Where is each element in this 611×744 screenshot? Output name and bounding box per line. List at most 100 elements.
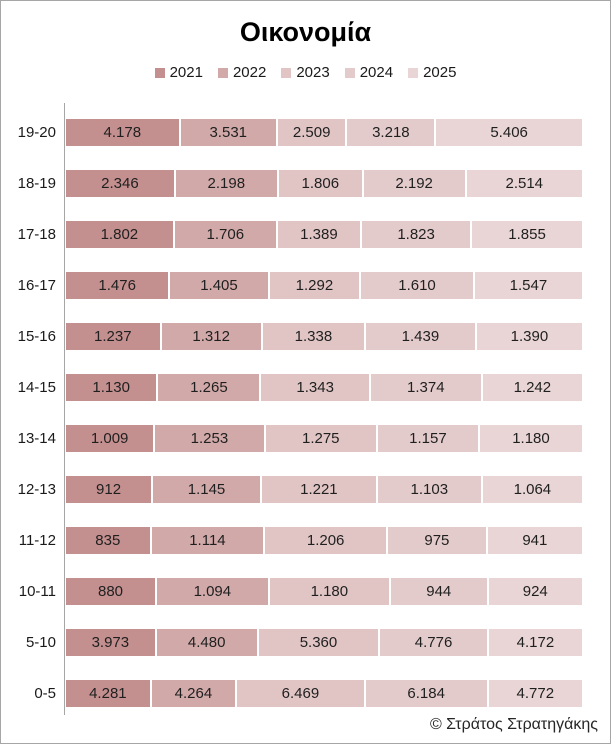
value-label: 1.405 [200, 277, 238, 294]
bar-segment-2022-19-20: 3.531 [180, 119, 276, 146]
bar-segment-2023-14-15: 1.343 [261, 374, 369, 401]
value-label: 1.802 [100, 226, 139, 243]
legend-label: 2024 [359, 64, 394, 81]
bar-segment-2024-17-18: 1.823 [362, 221, 471, 248]
value-label: 912 [96, 481, 122, 498]
value-label: 835 [95, 532, 121, 549]
bar-track: 3.973 4.480 5.360 4.776 4.172 [66, 629, 582, 656]
value-label: 1.009 [90, 430, 129, 447]
bar-segment-2021-0-5: 4.281 [66, 680, 150, 707]
bar-track: 1.237 1.312 1.338 1.439 1.390 [66, 323, 582, 350]
value-label: 1.064 [513, 481, 552, 498]
value-label: 924 [522, 583, 548, 600]
chart-title: Οικονομία [239, 17, 372, 47]
bar-segment-2022-11-12: 1.114 [151, 527, 264, 554]
value-label: 1.338 [294, 328, 333, 345]
category-label: 16-17 [17, 277, 56, 294]
bar-segment-2023-13-14: 1.275 [265, 425, 376, 452]
bar-track: 2.346 2.198 1.806 2.192 2.514 [66, 170, 583, 197]
bar-segment-2025-12-13: 1.064 [482, 476, 583, 503]
value-label: 1.806 [301, 175, 340, 192]
value-label: 2.192 [395, 175, 433, 192]
bar-rows: 19-20 4.178 3.531 2.509 3.218 5.406 18-19 2.346… [1, 107, 610, 719]
bar-segment-2023-0-5: 6.469 [237, 680, 364, 707]
value-label: 975 [424, 532, 450, 549]
bar-segment-2022-0-5: 4.264 [151, 680, 236, 707]
value-label: 1.145 [187, 481, 226, 498]
bar-segment-2025-11-12: 941 [487, 527, 582, 554]
value-label: 3.973 [91, 634, 130, 651]
bar-segment-2025-18-19: 2.514 [466, 170, 583, 197]
bar-track: 880 1.094 1.180 944 924 [66, 578, 582, 605]
value-label: 1.237 [94, 328, 132, 345]
bar-row-10-11: 10-11 880 1.094 1.180 944 924 [1, 566, 610, 617]
value-label: 1.180 [310, 583, 349, 600]
legend-item-2023: 2023 [281, 64, 330, 81]
bar-row-18-19: 18-19 2.346 2.198 1.806 2.192 2.514 [1, 158, 610, 209]
bar-segment-2022-18-19: 2.198 [175, 170, 277, 197]
value-label: 1.374 [407, 379, 445, 396]
bar-track: 1.130 1.265 1.343 1.374 1.242 [66, 374, 582, 401]
legend-item-2024: 2024 [344, 64, 394, 81]
value-label: 2.346 [101, 175, 139, 192]
bar-segment-2021-11-12: 835 [66, 527, 150, 554]
bar-segment-2022-15-16: 1.312 [161, 323, 261, 350]
legend-label: 2025 [423, 64, 457, 81]
value-label: 1.103 [410, 481, 449, 498]
value-label: 1.823 [397, 226, 435, 243]
bar-segment-2023-10-11: 1.180 [269, 578, 390, 605]
bar-segment-2024-11-12: 975 [388, 527, 486, 554]
value-label: 1.706 [206, 226, 245, 243]
bar-track: 912 1.145 1.221 1.103 1.064 [66, 476, 583, 503]
bar-segment-2021-5-10: 3.973 [66, 629, 155, 656]
value-label: 1.114 [189, 532, 226, 549]
value-label: 4.172 [516, 634, 555, 651]
value-label: 1.610 [398, 277, 436, 294]
bar-segment-2021-14-15: 1.130 [66, 374, 157, 401]
legend: 2021 2022 2023 2024 2025 [1, 64, 610, 81]
category-label: 5-10 [25, 634, 56, 651]
bar-segment-2023-5-10: 5.360 [258, 629, 379, 656]
value-label: 1.180 [512, 430, 550, 447]
bar-segment-2025-13-14: 1.180 [479, 425, 582, 452]
bar-segment-2024-19-20: 3.218 [347, 119, 435, 146]
bar-segment-2025-16-17: 1.547 [474, 272, 583, 299]
value-label: 4.264 [174, 685, 213, 702]
value-label: 5.360 [299, 634, 338, 651]
value-label: 2.198 [207, 175, 246, 192]
bar-segment-2024-16-17: 1.610 [361, 272, 473, 299]
legend-swatch-icon [344, 67, 355, 78]
bar-segment-2024-5-10: 4.776 [380, 629, 487, 656]
bar-segment-2024-18-19: 2.192 [363, 170, 465, 197]
value-label: 2.514 [505, 175, 544, 192]
bar-segment-2021-13-14: 1.009 [66, 425, 154, 452]
value-label: 6.469 [281, 685, 320, 702]
bar-track: 4.281 4.264 6.469 6.184 4.772 [66, 680, 582, 707]
value-label: 1.343 [296, 379, 334, 396]
bar-row-0-5: 0-5 4.281 4.264 6.469 6.184 4.772 [1, 668, 610, 719]
value-label: 1.439 [401, 328, 440, 345]
value-label: 1.390 [510, 328, 549, 345]
bar-segment-2023-12-13: 1.221 [261, 476, 376, 503]
bar-row-14-15: 14-15 1.130 1.265 1.343 1.374 1.242 [1, 362, 610, 413]
value-label: 3.531 [209, 124, 248, 141]
value-label: 1.206 [306, 532, 345, 549]
bar-segment-2025-5-10: 4.172 [488, 629, 582, 656]
legend-label: 2023 [296, 64, 330, 81]
value-label: 5.406 [490, 124, 528, 141]
legend-swatch-icon [217, 67, 228, 78]
bar-segment-2022-5-10: 4.480 [156, 629, 257, 656]
value-label: 2.509 [292, 124, 331, 141]
category-label: 13-14 [17, 430, 56, 447]
plot-area: 19-20 4.178 3.531 2.509 3.218 5.406 18-19 2.346… [1, 103, 610, 719]
bar-row-13-14: 13-14 1.009 1.253 1.275 1.157 1.180 [1, 413, 610, 464]
bar-segment-2022-12-13: 1.145 [153, 476, 260, 503]
value-label: 1.221 [300, 481, 338, 498]
value-label: 4.776 [414, 634, 453, 651]
value-label: 1.476 [98, 277, 136, 294]
legend-swatch-icon [154, 67, 165, 78]
category-label: 19-20 [17, 124, 56, 141]
bar-segment-2021-15-16: 1.237 [66, 323, 160, 350]
category-label: 0-5 [34, 685, 56, 702]
